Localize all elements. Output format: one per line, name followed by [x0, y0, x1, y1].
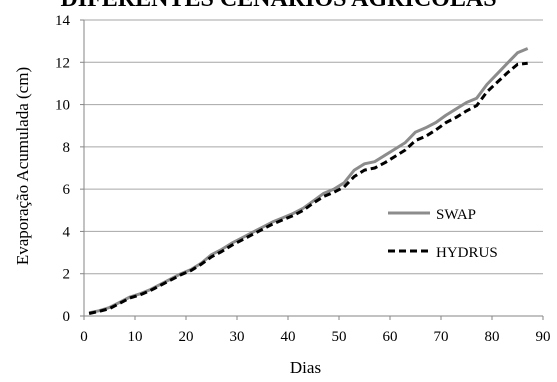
- x-tick-label: 80: [485, 329, 500, 345]
- y-tick-label: 8: [63, 140, 71, 156]
- x-tick-label: 10: [128, 329, 143, 345]
- x-tick-label: 0: [80, 329, 88, 345]
- y-tick-label: 6: [63, 182, 71, 198]
- y-tick-label: 14: [55, 13, 71, 29]
- legend-label-swap: SWAP: [436, 207, 476, 223]
- legend-label-hydrus: HYDRUS: [436, 245, 498, 261]
- y-tick-label: 0: [63, 309, 71, 325]
- y-tick-label: 10: [55, 98, 70, 114]
- x-tick-label: 20: [179, 329, 194, 345]
- x-tick-label: 70: [434, 329, 449, 345]
- x-tick-label: 40: [281, 329, 296, 345]
- x-tick-label: 90: [536, 329, 551, 345]
- x-tick-label: 60: [383, 329, 398, 345]
- y-tick-label: 2: [63, 267, 71, 283]
- y-axis-label: Evaporação Acumulada (cm): [13, 67, 32, 265]
- y-tick-label: 12: [55, 55, 70, 71]
- x-tick-label: 50: [332, 329, 347, 345]
- x-axis-label: Dias: [290, 358, 321, 377]
- y-tick-label: 4: [63, 224, 71, 240]
- chart-title: DIFERENTES CENÁRIOS AGRÍCOLAS: [0, 0, 557, 13]
- series-line-hydrus: [88, 61, 528, 315]
- series-line-swap: [88, 47, 529, 315]
- x-tick-label: 30: [230, 329, 245, 345]
